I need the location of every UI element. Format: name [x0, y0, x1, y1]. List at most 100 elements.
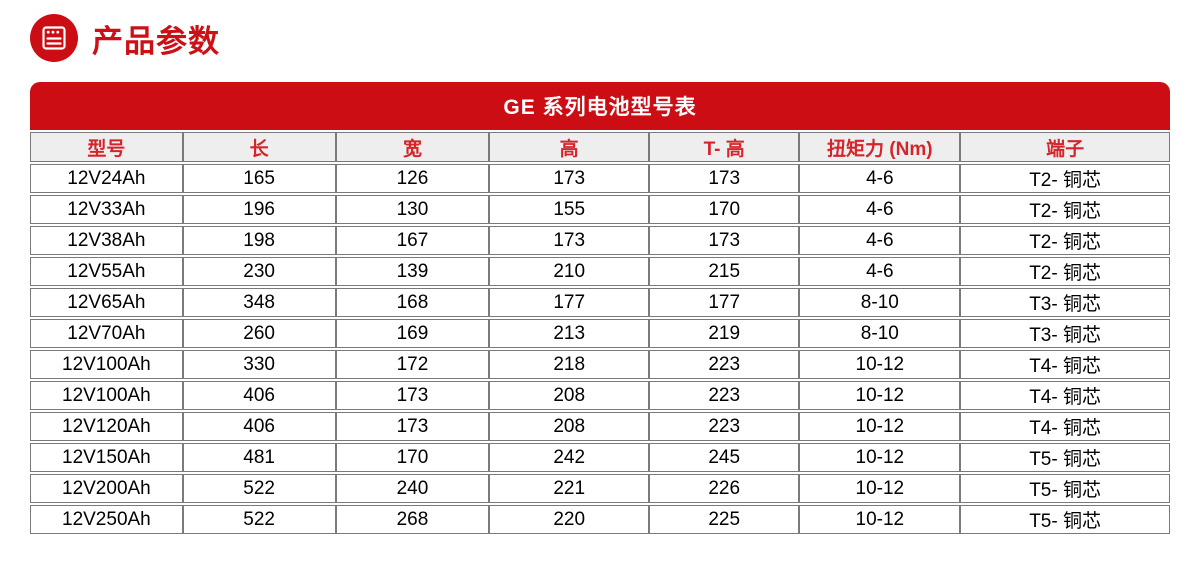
- table-row: 12V150Ah 481 170 242 245 10-12 T5- 铜芯: [30, 443, 1170, 472]
- table-row: 12V200Ah 522 240 221 226 10-12 T5- 铜芯: [30, 474, 1170, 503]
- table-cell: 8-10: [799, 319, 961, 348]
- table-cell: T2- 铜芯: [960, 226, 1170, 255]
- table-cell: 10-12: [799, 474, 961, 503]
- table-cell: 225: [648, 505, 800, 534]
- table-cell: 481: [182, 443, 336, 472]
- table-row: 12V100Ah 330 172 218 223 10-12 T4- 铜芯: [30, 350, 1170, 379]
- table-cell: 10-12: [799, 412, 961, 441]
- table-cell: 173: [335, 412, 490, 441]
- table-cell: 12V55Ah: [30, 257, 183, 286]
- table-cell: 167: [335, 226, 490, 255]
- table-cell: 173: [648, 226, 800, 255]
- table-cell: 12V120Ah: [30, 412, 183, 441]
- table-cell: T2- 铜芯: [960, 195, 1170, 224]
- column-header-5: 扭矩力 (Nm): [799, 132, 961, 162]
- table-title-banner: GE 系列电池型号表: [30, 82, 1170, 130]
- table-cell: 522: [182, 474, 336, 503]
- table-header-row: 型号长宽高 T- 高扭矩力 (Nm) 端子: [30, 132, 1170, 162]
- table-cell: 260: [182, 319, 336, 348]
- table-cell: 12V100Ah: [30, 350, 183, 379]
- table-cell: 10-12: [799, 443, 961, 472]
- table-row: 12V250Ah 522 268 220 225 10-12 T5- 铜芯: [30, 505, 1170, 534]
- table-cell: T4- 铜芯: [960, 350, 1170, 379]
- table-cell: 240: [335, 474, 490, 503]
- table-cell: 406: [182, 412, 336, 441]
- table-cell: 12V100Ah: [30, 381, 183, 410]
- table-cell: 12V38Ah: [30, 226, 183, 255]
- table-row: 12V120Ah 406 173 208 223 10-12 T4- 铜芯: [30, 412, 1170, 441]
- table-cell: 12V250Ah: [30, 505, 183, 534]
- table-cell: 406: [182, 381, 336, 410]
- table-cell: 245: [648, 443, 800, 472]
- table-cell: 4-6: [799, 226, 961, 255]
- table-cell: 10-12: [799, 350, 961, 379]
- table-cell: 177: [648, 288, 800, 317]
- table-cell: 330: [182, 350, 336, 379]
- table-cell: T2- 铜芯: [960, 257, 1170, 286]
- table-cell: 230: [182, 257, 336, 286]
- table-cell: T3- 铜芯: [960, 319, 1170, 348]
- table-cell: 4-6: [799, 195, 961, 224]
- table-row: 12V38Ah 198 167 173 173 4-6 T2- 铜芯: [30, 226, 1170, 255]
- table-cell: 196: [182, 195, 336, 224]
- table-cell: 165: [182, 164, 336, 193]
- table-cell: 177: [489, 288, 649, 317]
- table-cell: T2- 铜芯: [960, 164, 1170, 193]
- table-cell: 12V70Ah: [30, 319, 183, 348]
- table-cell: 168: [335, 288, 490, 317]
- table-cell: 12V33Ah: [30, 195, 183, 224]
- table-cell: 198: [182, 226, 336, 255]
- table-cell: 213: [489, 319, 649, 348]
- table-cell: 10-12: [799, 381, 961, 410]
- section-header: 产品参数: [30, 14, 1200, 62]
- table-cell: 348: [182, 288, 336, 317]
- table-cell: 268: [335, 505, 490, 534]
- column-header-0: 型号: [30, 132, 183, 162]
- table-cell: 223: [648, 350, 800, 379]
- column-header-3: 高: [489, 132, 649, 162]
- table-cell: 4-6: [799, 257, 961, 286]
- table-cell: 130: [335, 195, 490, 224]
- table-cell: T4- 铜芯: [960, 412, 1170, 441]
- table-cell: T5- 铜芯: [960, 505, 1170, 534]
- table-cell: 219: [648, 319, 800, 348]
- battery-spec-table: 型号长宽高 T- 高扭矩力 (Nm) 端子 12V24Ah 165 126 173 173 4…: [30, 130, 1170, 536]
- table-cell: 220: [489, 505, 649, 534]
- table-cell: 522: [182, 505, 336, 534]
- table-cell: 215: [648, 257, 800, 286]
- table-cell: 210: [489, 257, 649, 286]
- table-cell: 169: [335, 319, 490, 348]
- table-cell: 4-6: [799, 164, 961, 193]
- table-cell: 223: [648, 381, 800, 410]
- table-cell: 139: [335, 257, 490, 286]
- table-cell: T5- 铜芯: [960, 474, 1170, 503]
- column-header-2: 宽: [335, 132, 490, 162]
- table-cell: T4- 铜芯: [960, 381, 1170, 410]
- table-cell: 208: [489, 412, 649, 441]
- column-header-6: 端子: [960, 132, 1170, 162]
- section-title: 产品参数: [92, 23, 220, 59]
- table-cell: 170: [648, 195, 800, 224]
- table-cell: 126: [335, 164, 490, 193]
- table-row: 12V100Ah 406 173 208 223 10-12 T4- 铜芯: [30, 381, 1170, 410]
- table-cell: 173: [648, 164, 800, 193]
- table-row: 12V65Ah 348 168 177 177 8-10 T3- 铜芯: [30, 288, 1170, 317]
- table-cell: 208: [489, 381, 649, 410]
- table-cell: T3- 铜芯: [960, 288, 1170, 317]
- column-header-1: 长: [182, 132, 336, 162]
- table-cell: 223: [648, 412, 800, 441]
- table-cell: 221: [489, 474, 649, 503]
- table-cell: 173: [335, 381, 490, 410]
- column-header-4: T- 高: [648, 132, 800, 162]
- list-window-icon: [30, 14, 78, 62]
- table-cell: 12V65Ah: [30, 288, 183, 317]
- table-cell: 12V24Ah: [30, 164, 183, 193]
- table-body: 12V24Ah 165 126 173 173 4-6 T2- 铜芯 12V33Ah 196 13…: [30, 164, 1170, 534]
- table-cell: 155: [489, 195, 649, 224]
- table-cell: 12V150Ah: [30, 443, 183, 472]
- spec-card: GE 系列电池型号表 型号长宽高 T- 高扭矩力 (Nm) 端子 12V24Ah 16…: [30, 82, 1170, 536]
- table-row: 12V55Ah 230 139 210 215 4-6 T2- 铜芯: [30, 257, 1170, 286]
- table-row: 12V70Ah 260 169 213 219 8-10 T3- 铜芯: [30, 319, 1170, 348]
- table-cell: 242: [489, 443, 649, 472]
- table-cell: 226: [648, 474, 800, 503]
